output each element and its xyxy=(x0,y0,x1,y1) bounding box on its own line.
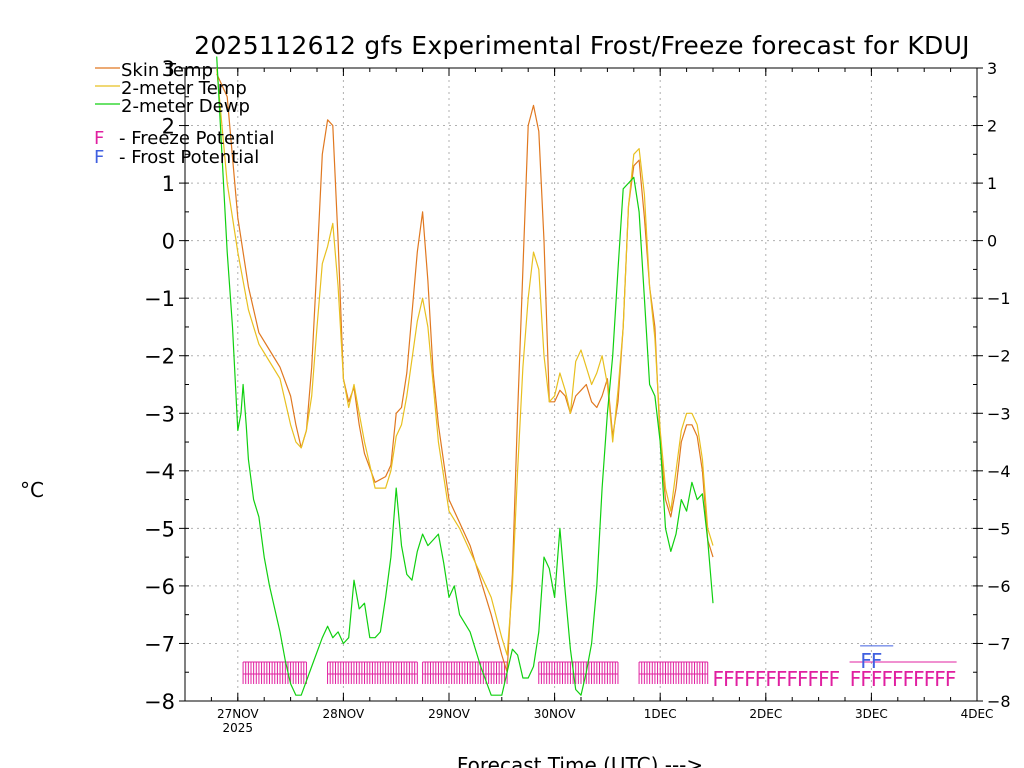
y-tick-label-left: −1 xyxy=(144,287,175,311)
y-tick-label-left: −2 xyxy=(144,345,175,369)
freeze-marker: F xyxy=(860,667,872,691)
freeze-marker: F xyxy=(871,667,883,691)
freeze-marker: F xyxy=(881,667,893,691)
y-tick-label-right: −2 xyxy=(987,347,1011,366)
x-tick-label: 28NOV xyxy=(323,707,365,721)
freeze-marker: F xyxy=(786,667,798,691)
y-tick-label-right: 1 xyxy=(987,174,997,193)
y-tick-label-left: 0 xyxy=(162,230,175,254)
legend-label: 2-meter Dewp xyxy=(121,96,250,117)
y-tick-label-left: −7 xyxy=(144,632,175,656)
y-tick-label-left: −6 xyxy=(144,575,175,599)
frost-marker: F xyxy=(871,649,883,673)
freeze-marker: F xyxy=(776,667,788,691)
y-tick-label-right: 3 xyxy=(987,59,997,78)
series-2-meter-dewp-line xyxy=(216,56,714,696)
y-tick-label-left: 2 xyxy=(162,115,175,139)
x-tick-label: 2DEC xyxy=(749,707,782,721)
x-axis-label: Forecast Time (UTC) ---> xyxy=(457,753,703,768)
series-lines xyxy=(216,56,714,696)
x-tick-label: 30NOV xyxy=(534,707,576,721)
freeze-marker: F xyxy=(713,667,725,691)
freeze-marker: F xyxy=(808,667,820,691)
chart-title: 2025112612 gfs Experimental Frost/Freeze… xyxy=(194,31,970,60)
y-axis-label: °C xyxy=(20,478,44,502)
freeze-marker: F xyxy=(945,667,957,691)
freeze-marker: F xyxy=(829,667,841,691)
legend-potential-label: - Freeze Potential xyxy=(119,128,275,149)
potential-markers: F F F F F F F F F F F F F F F F F F F F F FF F xyxy=(242,645,957,691)
frost-marker: F xyxy=(860,649,872,673)
y-tick-label-left: 1 xyxy=(162,172,175,196)
freeze-marker: F xyxy=(755,667,767,691)
x-tick-label: 1DEC xyxy=(644,707,677,721)
freeze-marker: F xyxy=(765,667,777,691)
freeze-marker: F xyxy=(924,667,936,691)
freeze-marker: F xyxy=(723,667,735,691)
freeze-marker: F xyxy=(818,667,830,691)
legend-label: 2-meter Temp xyxy=(121,78,247,99)
x-tick-label: 4DEC xyxy=(961,707,994,721)
y-tick-label-right: 2 xyxy=(987,117,997,136)
freeze-marker: F xyxy=(903,667,915,691)
legend-label: Skin Temp xyxy=(121,60,213,81)
freeze-marker: F xyxy=(934,667,946,691)
freeze-marker: F xyxy=(913,667,925,691)
series-2-meter-temp-line xyxy=(216,67,714,656)
y-tick-label-left: −8 xyxy=(144,690,175,714)
y-tick-label-right: −4 xyxy=(987,462,1011,481)
y-tick-label-right: −6 xyxy=(987,577,1011,596)
y-tick-label-right: −3 xyxy=(987,404,1011,423)
freeze-marker: F xyxy=(797,667,809,691)
y-tick-label-right: −7 xyxy=(987,634,1011,653)
y-tick-label-right: 0 xyxy=(987,232,997,251)
grid xyxy=(185,68,977,701)
x-tick-label: 3DEC xyxy=(855,707,888,721)
x-tick-label: 27NOV xyxy=(217,707,259,721)
plot-frame xyxy=(184,67,978,702)
freeze-marker: F xyxy=(850,667,862,691)
x-tick-sublabel: 2025 xyxy=(223,721,254,735)
freeze-marker: F xyxy=(892,667,904,691)
y-tick-label-left: −5 xyxy=(144,517,175,541)
y-tick-label-right: −5 xyxy=(987,519,1011,538)
y-tick-label-right: −8 xyxy=(987,692,1011,711)
legend-potential-marker: F xyxy=(94,147,104,168)
legend-potential-marker: F xyxy=(94,128,104,149)
y-tick-label-left: −3 xyxy=(144,402,175,426)
freeze-marker: F xyxy=(744,667,756,691)
y-tick-label-left: −4 xyxy=(144,460,175,484)
y-axis: −8 −8 −7 −7 −6 −6 −5 −5 −4 −4 −3 −3 −2 −2 −1 −1 0 0 1 1 2 2 3 3 xyxy=(144,57,1011,714)
series-skin-temp-line xyxy=(216,73,714,673)
y-tick-label-right: −1 xyxy=(987,289,1011,308)
y-tick-label-left: 3 xyxy=(162,57,175,81)
legend-potential-label: - Frost Potential xyxy=(119,147,259,168)
x-tick-label: 29NOV xyxy=(428,707,470,721)
freeze-marker: F xyxy=(734,667,746,691)
